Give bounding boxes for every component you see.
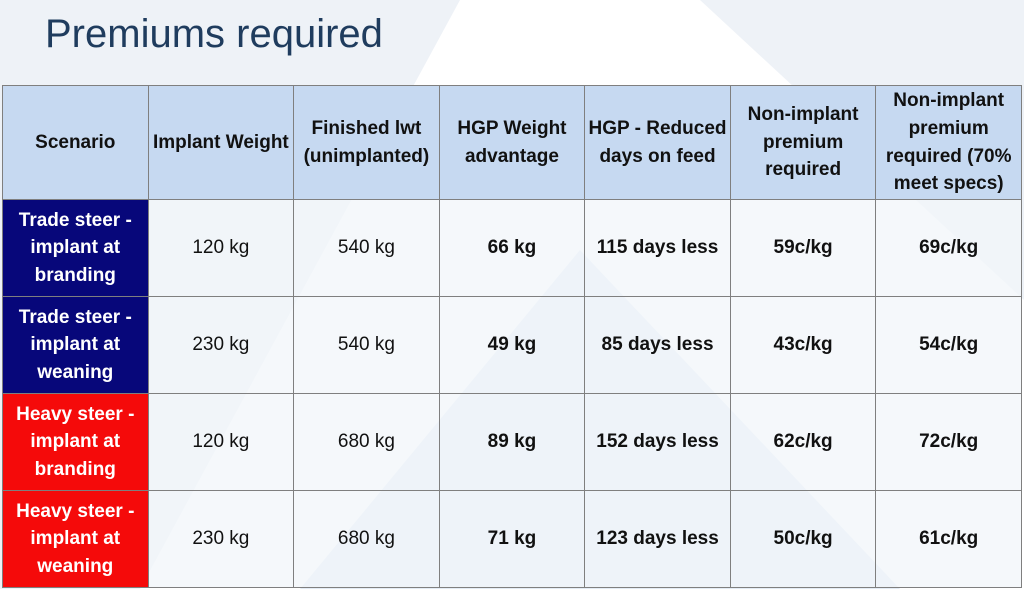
table-cell: 59c/kg xyxy=(729,199,877,297)
table-cell: 49 kg xyxy=(438,296,586,394)
table-cell: 89 kg xyxy=(438,393,586,491)
table-cell: 71 kg xyxy=(438,490,586,588)
table-row: Trade steer - implant at branding 120 kg 5… xyxy=(2,199,1022,297)
header-row: Scenario Implant Weight Finished lwt (unim… xyxy=(2,85,1022,200)
header-cell: Non-implant premium required xyxy=(729,85,877,200)
scenario-cell: Trade steer - implant at branding xyxy=(2,199,149,297)
scenario-cell: Trade steer - implant at weaning xyxy=(2,296,149,394)
table-cell: 85 days less xyxy=(584,296,731,394)
table-cell: 152 days less xyxy=(584,393,731,491)
table-cell: 540 kg xyxy=(293,199,440,297)
table-cell: 61c/kg xyxy=(875,490,1022,588)
table-cell: 123 days less xyxy=(584,490,731,588)
header-cell: HGP Weight advantage xyxy=(438,85,586,200)
table-row: Heavy steer - implant at weaning 230 kg 68… xyxy=(2,490,1022,588)
scenario-cell: Heavy steer - implant at branding xyxy=(2,393,149,491)
title: Premiums required xyxy=(45,12,383,56)
table-cell: 54c/kg xyxy=(875,296,1022,394)
table-cell: 230 kg xyxy=(147,490,295,588)
header-cell: Finished lwt (unimplanted) xyxy=(293,85,440,200)
scenario-cell: Heavy steer - implant at weaning xyxy=(2,490,149,588)
table-cell: 62c/kg xyxy=(729,393,877,491)
premium-table: Scenario Implant Weight Finished lwt (unim… xyxy=(2,85,1022,588)
table-cell: 680 kg xyxy=(293,490,440,588)
table-cell: 680 kg xyxy=(293,393,440,491)
table-cell: 230 kg xyxy=(147,296,295,394)
table-cell: 72c/kg xyxy=(875,393,1022,491)
table-body: Trade steer - implant at branding 120 kg 5… xyxy=(2,199,1022,588)
header-cell: Scenario xyxy=(2,85,149,200)
table-cell: 69c/kg xyxy=(875,199,1022,297)
header-cell: HGP - Reduced days on feed xyxy=(584,85,731,200)
table-cell: 66 kg xyxy=(438,199,586,297)
table-cell: 43c/kg xyxy=(729,296,877,394)
table-row: Trade steer - implant at weaning 230 kg 54… xyxy=(2,296,1022,394)
table-row: Heavy steer - implant at branding 120 kg 6… xyxy=(2,393,1022,491)
table-cell: 540 kg xyxy=(293,296,440,394)
table-cell: 50c/kg xyxy=(729,490,877,588)
table-cell: 120 kg xyxy=(147,199,295,297)
header-cell: Implant Weight xyxy=(147,85,295,200)
table-cell: 115 days less xyxy=(584,199,731,297)
header-cell: Non-implant premium required (70% meet s… xyxy=(875,85,1022,200)
table-cell: 120 kg xyxy=(147,393,295,491)
